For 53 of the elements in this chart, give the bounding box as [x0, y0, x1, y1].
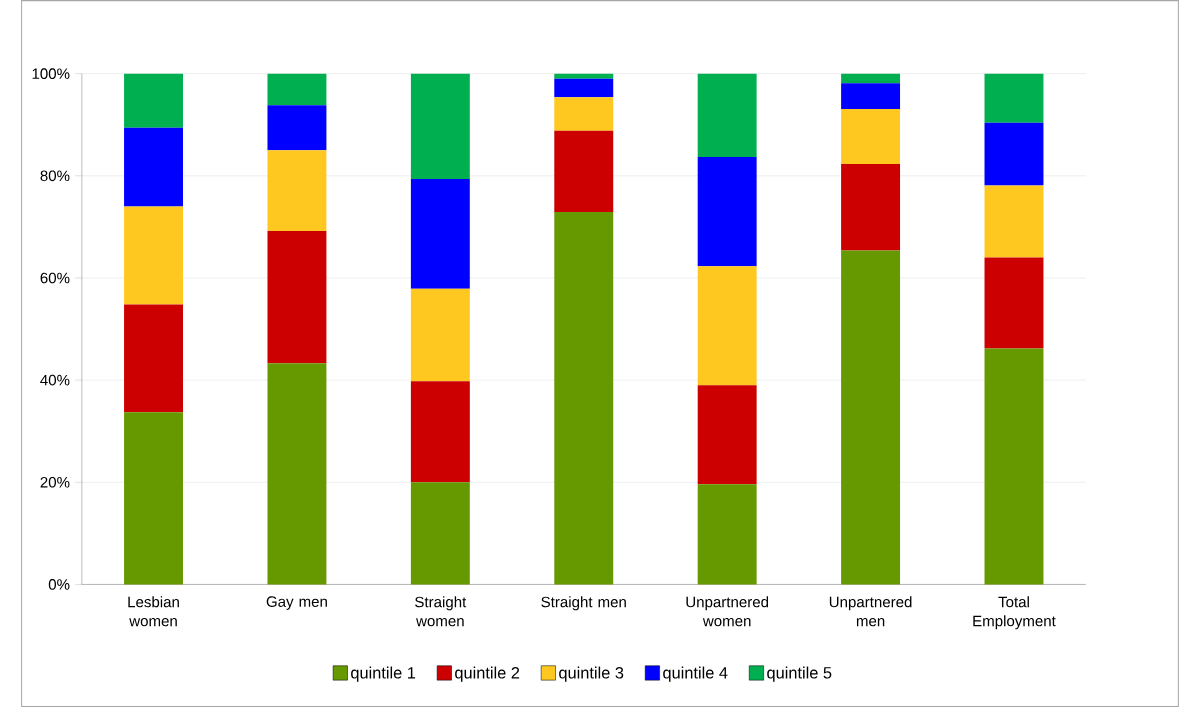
- bar: [984, 185, 1044, 258]
- bar: [697, 266, 757, 386]
- bar: [554, 78, 614, 98]
- bar: [124, 127, 183, 207]
- bar: [410, 178, 470, 289]
- y-tick-label: 40%: [40, 374, 70, 386]
- x-tick-label: Lesbian women: [128, 596, 179, 627]
- legend-label: quintile 2: [455, 666, 520, 682]
- bar: [124, 304, 183, 413]
- bar: [267, 105, 327, 151]
- bar: [984, 348, 1044, 585]
- bar: [124, 73, 183, 128]
- bar: [267, 230, 327, 364]
- y-tick-label: 100%: [32, 68, 70, 79]
- legend-label: quintile 4: [663, 666, 728, 682]
- bar: [841, 250, 901, 585]
- bar: [554, 211, 614, 585]
- legend-label: quintile 1: [351, 666, 416, 682]
- y-tick-label: 60%: [40, 272, 70, 284]
- x-tick-label: Straight women: [415, 596, 467, 627]
- bar: [697, 484, 757, 585]
- bar: [841, 73, 901, 84]
- bar: [554, 73, 614, 79]
- y-tick-label: 20%: [40, 476, 70, 488]
- bar: [124, 206, 183, 305]
- bar: [267, 363, 327, 585]
- x-tick-label: Unpartnered men: [829, 596, 912, 627]
- bar: [410, 288, 470, 382]
- bar: [697, 156, 757, 267]
- legend-label: quintile 5: [767, 666, 832, 682]
- bar: [984, 257, 1044, 349]
- bar: [267, 73, 327, 106]
- bar: [554, 130, 614, 212]
- bar: [697, 385, 757, 485]
- bar: [984, 73, 1044, 123]
- bar: [410, 73, 470, 179]
- bar: [841, 163, 901, 251]
- bar: [841, 83, 901, 109]
- legend-label: quintile 3: [559, 666, 624, 682]
- bar: [841, 108, 901, 164]
- bar: [410, 482, 470, 585]
- y-tick-label: 80%: [40, 170, 70, 182]
- bar: [410, 381, 470, 483]
- bar: [697, 73, 757, 157]
- x-tick-label: Straight men: [541, 596, 626, 611]
- bar: [554, 97, 614, 131]
- bar: [984, 122, 1044, 186]
- bar: [267, 150, 327, 231]
- x-tick-label: Total Employment: [973, 596, 1056, 630]
- x-tick-label: Gay men: [266, 596, 327, 610]
- y-tick-label: 0%: [48, 579, 70, 590]
- bar: [124, 412, 183, 585]
- x-tick-label: Unpartnered women: [686, 596, 769, 627]
